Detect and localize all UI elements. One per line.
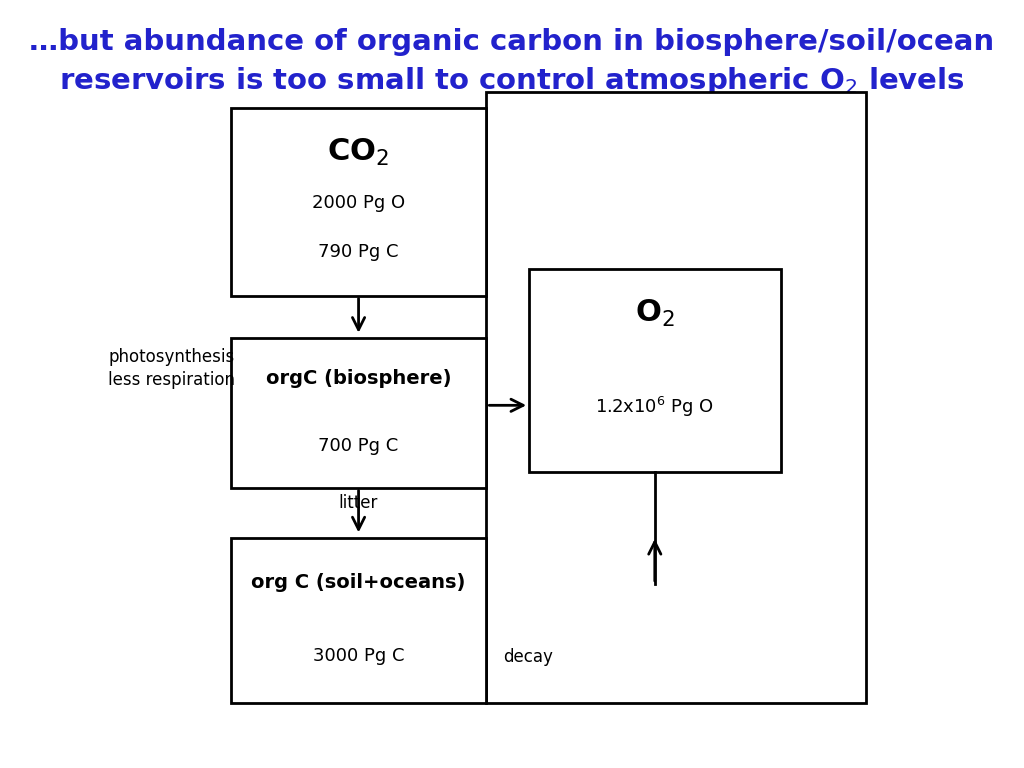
Text: 3000 Pg C: 3000 Pg C xyxy=(312,647,404,666)
Text: CO$_2$: CO$_2$ xyxy=(328,137,389,167)
Text: reservoirs is too small to control atmospheric O$_2$ levels: reservoirs is too small to control atmos… xyxy=(59,65,965,97)
Text: less respiration: less respiration xyxy=(108,371,234,389)
Text: 1.2x10$^6$ Pg O: 1.2x10$^6$ Pg O xyxy=(595,396,714,419)
Text: 700 Pg C: 700 Pg C xyxy=(318,437,398,455)
Bar xyxy=(529,269,780,472)
Text: 2000 Pg O: 2000 Pg O xyxy=(312,194,406,213)
Bar xyxy=(230,538,486,703)
Bar xyxy=(230,338,486,488)
Text: decay: decay xyxy=(504,647,553,666)
Text: photosynthesis: photosynthesis xyxy=(109,348,234,366)
Bar xyxy=(486,92,865,703)
Text: O$_2$: O$_2$ xyxy=(635,298,675,329)
Text: org C (soil+oceans): org C (soil+oceans) xyxy=(251,573,466,591)
Bar xyxy=(230,108,486,296)
Text: …but abundance of organic carbon in biosphere/soil/ocean: …but abundance of organic carbon in bios… xyxy=(30,28,994,56)
Text: orgC (biosphere): orgC (biosphere) xyxy=(266,369,452,388)
Text: litter: litter xyxy=(339,494,378,512)
Text: 790 Pg C: 790 Pg C xyxy=(318,243,398,261)
